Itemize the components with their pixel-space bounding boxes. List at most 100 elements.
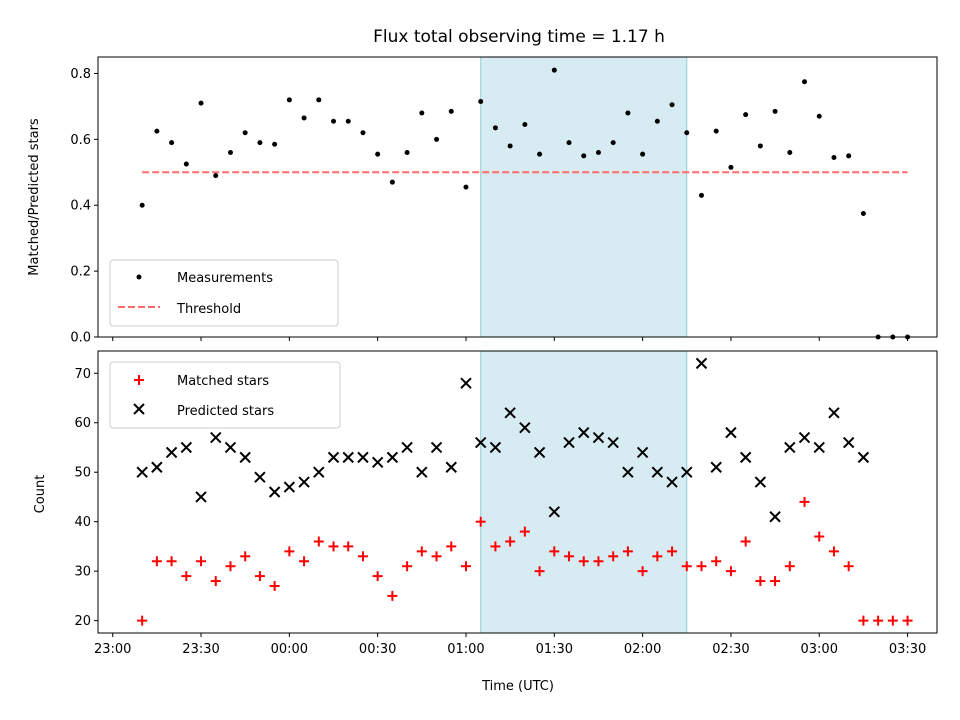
matched-stars-point [608, 551, 619, 562]
measurements-point [816, 113, 822, 119]
matched-stars-point [254, 571, 265, 582]
measurements-point [507, 143, 513, 149]
measurements-point [772, 108, 778, 114]
bottom-y-tick-label: 60 [74, 416, 91, 431]
x-tick-label: 00:30 [359, 642, 396, 657]
measurements-point [654, 118, 660, 124]
predicted-stars-point [695, 357, 708, 370]
matched-stars-point [490, 541, 501, 552]
matched-stars-point [534, 566, 545, 577]
top-panel: 0.00.20.40.60.8 Matched/Predicted stars … [27, 56, 938, 346]
predicted-stars-point [857, 451, 870, 464]
measurements-point [198, 100, 204, 106]
predicted-stars-point [136, 466, 148, 478]
bottom-y-tick-label: 40 [74, 515, 91, 530]
predicted-stars-point [239, 451, 251, 464]
legend-matched-stars-marker [134, 375, 144, 385]
matched-stars-point [166, 556, 177, 567]
predicted-stars-point [578, 426, 590, 439]
matched-stars-point [505, 536, 516, 547]
legend-predicted-stars-marker [133, 403, 145, 415]
matched-stars-point [240, 551, 251, 562]
predicted-stars-point [592, 431, 605, 444]
predicted-stars-point [710, 461, 722, 473]
chart-title: Flux total observing time = 1.17 h [373, 27, 665, 47]
x-tick-label: 03:30 [889, 642, 926, 657]
matched-stars-point [181, 571, 192, 582]
bottom-y-tick-label: 20 [74, 614, 91, 629]
measurements-point [375, 151, 381, 157]
top-y-axis-label: Matched/Predicted stars [27, 118, 42, 276]
bottom-panel: 20 30 40 50 60 70 23:00 23:30 00:00 00:30 01:00 01… [33, 350, 938, 694]
measurements-point [169, 140, 175, 146]
legend-predicted-stars-label: Predicted stars [177, 404, 274, 419]
predicted-stars-point [445, 461, 457, 473]
top-highlight-span [480, 56, 688, 338]
measurements-point [183, 161, 189, 167]
matched-stars-point [873, 615, 884, 626]
matched-stars-point [843, 561, 854, 572]
top-y-tick-label: 0.6 [70, 133, 91, 148]
predicted-stars-point [607, 436, 619, 449]
predicted-stars-point [180, 441, 193, 454]
top-y-tick-label: 0.2 [70, 265, 91, 280]
measurements-point [227, 150, 233, 156]
measurements-point [537, 151, 543, 157]
matched-stars-point [784, 561, 795, 572]
predicted-stars-point [798, 431, 811, 444]
measurements-point [213, 173, 219, 179]
matched-stars-point [402, 561, 413, 572]
matched-stars-point [740, 536, 751, 547]
measurements-point [492, 125, 498, 131]
predicted-stars-point [681, 466, 693, 478]
top-y-tick-label: 0.8 [70, 67, 91, 82]
matched-stars-point [564, 551, 575, 562]
matched-stars-point [210, 576, 221, 587]
measurements-point [345, 118, 351, 124]
legend-measurements-label: Measurements [177, 271, 273, 286]
measurements-point [743, 112, 749, 118]
measurements-point [802, 79, 808, 85]
measurements-point [684, 130, 690, 136]
measurements-point [257, 140, 263, 146]
matched-stars-point [446, 541, 457, 552]
measurements-point [389, 179, 395, 185]
matched-stars-point [858, 615, 869, 626]
top-legend: Measurements Threshold [109, 259, 339, 327]
measurements-point [728, 164, 734, 170]
x-tick-label: 23:30 [182, 642, 219, 657]
measurements-point [478, 98, 484, 104]
measurements-point [595, 150, 601, 156]
x-axis-label: Time (UTC) [481, 679, 554, 694]
measurements-point [404, 150, 410, 156]
measurements-point [463, 184, 469, 190]
measurements-point [242, 130, 248, 136]
x-tick-label: 03:00 [801, 642, 838, 657]
predicted-stars-point [666, 476, 678, 488]
predicted-stars-point [195, 491, 207, 503]
bottom-y-axis-label: Count [33, 475, 48, 514]
measurements-point [566, 140, 572, 146]
bottom-y-tick-label: 50 [74, 466, 91, 481]
measurements-point [757, 143, 763, 149]
x-tick-label: 00:00 [271, 642, 308, 657]
matched-stars-point [313, 536, 324, 547]
bottom-highlight-span [480, 350, 688, 634]
matched-stars-point [225, 561, 236, 572]
measurements-point [846, 153, 852, 159]
matched-stars-point [387, 590, 398, 601]
predicted-stars-point [313, 466, 325, 478]
measurements-point [831, 154, 837, 160]
bottom-legend-box [109, 361, 341, 429]
matched-stars-point [475, 516, 486, 527]
top-legend-box [109, 259, 339, 327]
x-tick-label: 01:00 [447, 642, 484, 657]
matched-stars-point [357, 551, 368, 562]
predicted-stars-point [327, 451, 340, 464]
top-panel-frame [97, 56, 938, 338]
matched-stars-point [622, 546, 633, 557]
predicted-stars-point [784, 441, 796, 454]
predicted-stars-point [563, 436, 575, 449]
predicted-stars-point [254, 471, 266, 483]
